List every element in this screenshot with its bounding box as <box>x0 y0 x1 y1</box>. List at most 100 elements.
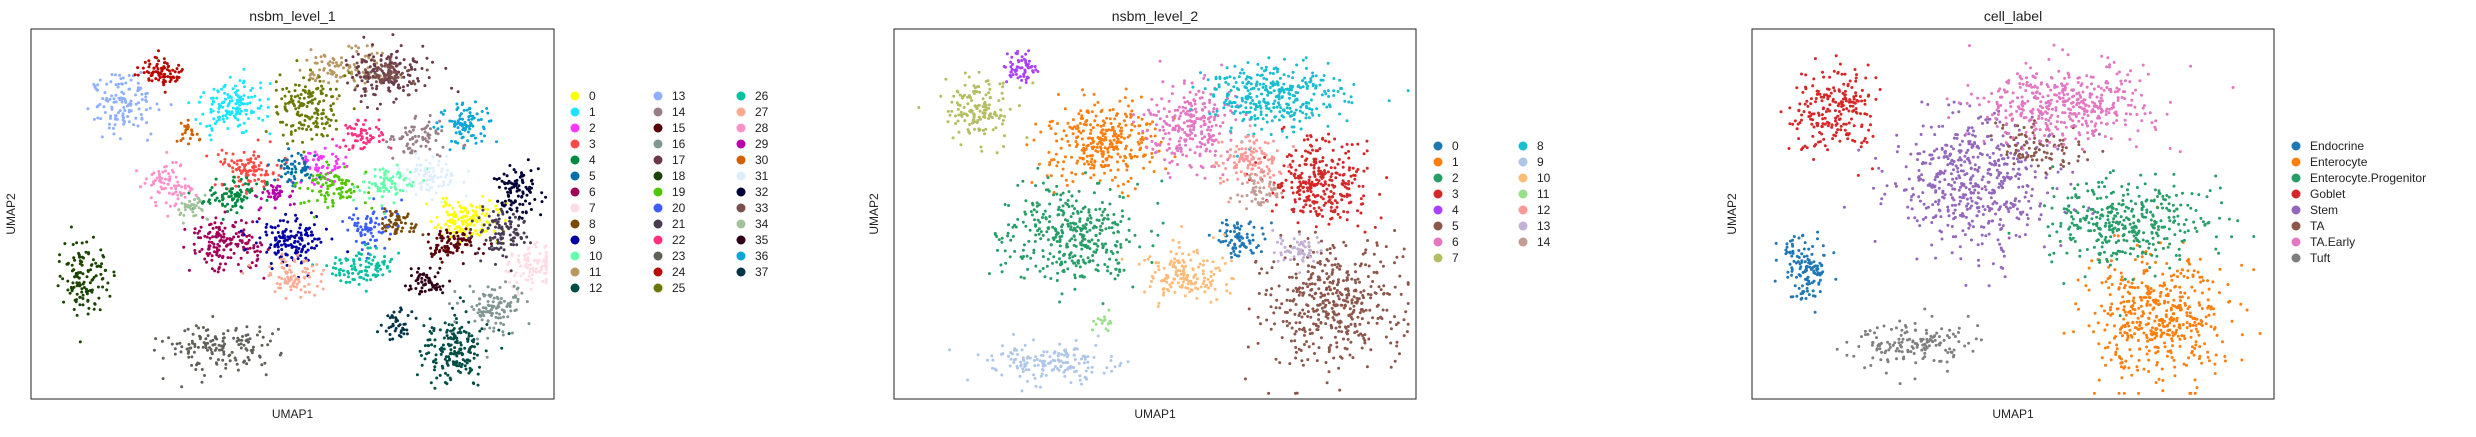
point <box>99 272 103 276</box>
point <box>408 138 412 141</box>
point <box>362 35 366 39</box>
point <box>409 184 413 187</box>
point <box>453 120 457 124</box>
point <box>445 210 449 214</box>
point <box>423 169 427 173</box>
point <box>1048 163 1051 167</box>
point <box>1085 160 1089 163</box>
point <box>379 323 383 327</box>
point <box>242 131 245 135</box>
point <box>333 164 337 168</box>
legend-item: 21 <box>653 217 686 231</box>
point <box>533 258 537 262</box>
point <box>1035 204 1039 208</box>
point <box>217 348 221 352</box>
point <box>224 187 228 191</box>
point <box>509 225 513 229</box>
point <box>394 97 398 101</box>
point <box>94 274 98 278</box>
point <box>433 173 437 177</box>
point <box>381 78 385 82</box>
point <box>259 104 263 108</box>
point <box>508 280 511 284</box>
point <box>1332 192 1336 195</box>
point <box>506 193 510 197</box>
point <box>1323 169 1326 173</box>
point <box>278 282 282 286</box>
point <box>1136 140 1140 144</box>
point <box>1229 230 1232 233</box>
legend-item: 27 <box>736 105 769 119</box>
point <box>1072 261 1076 265</box>
point <box>209 138 213 142</box>
point <box>1078 265 1082 269</box>
point <box>1060 292 1064 296</box>
point <box>393 80 397 84</box>
point <box>354 123 358 127</box>
point <box>1292 210 1296 214</box>
point <box>445 228 448 232</box>
point <box>284 252 288 256</box>
point <box>375 87 378 91</box>
point <box>1130 109 1134 113</box>
point <box>296 94 300 98</box>
point <box>213 221 217 225</box>
point <box>1009 238 1013 242</box>
point <box>210 186 214 189</box>
point <box>122 92 126 96</box>
point <box>389 177 393 180</box>
point <box>250 351 254 355</box>
point <box>284 296 288 300</box>
point <box>358 258 362 262</box>
point <box>466 130 470 134</box>
legend-item: 25 <box>653 281 686 295</box>
cluster-14 <box>385 114 467 160</box>
point <box>1220 221 1224 225</box>
point <box>366 80 370 84</box>
point <box>481 228 484 232</box>
point <box>211 338 215 342</box>
point <box>147 77 151 81</box>
point <box>266 189 270 193</box>
point <box>348 280 352 284</box>
point <box>359 234 363 238</box>
point <box>240 338 244 342</box>
point <box>1207 233 1211 237</box>
point <box>171 161 175 164</box>
point <box>1064 134 1068 138</box>
point <box>259 197 263 201</box>
point <box>335 144 339 148</box>
point <box>459 348 463 352</box>
point <box>1124 147 1127 151</box>
point <box>219 160 223 164</box>
point <box>493 235 497 239</box>
point <box>363 225 367 229</box>
point <box>511 212 515 216</box>
point <box>522 241 526 244</box>
point <box>388 260 392 264</box>
point <box>460 353 464 357</box>
point <box>112 97 116 101</box>
point <box>330 168 334 172</box>
point <box>296 113 300 117</box>
point <box>331 152 334 156</box>
point <box>1109 250 1113 253</box>
point <box>1018 75 1022 78</box>
point <box>1107 163 1111 167</box>
legend-marker <box>736 187 746 197</box>
point <box>428 338 432 342</box>
point <box>279 189 283 193</box>
point <box>100 135 104 139</box>
point <box>1004 65 1007 69</box>
point <box>513 200 517 204</box>
point <box>502 172 506 176</box>
point <box>415 270 419 274</box>
point <box>1035 201 1039 205</box>
point <box>80 241 84 245</box>
point <box>398 171 402 175</box>
point <box>254 241 258 245</box>
point <box>495 295 499 299</box>
point <box>363 81 367 85</box>
point <box>206 232 210 236</box>
